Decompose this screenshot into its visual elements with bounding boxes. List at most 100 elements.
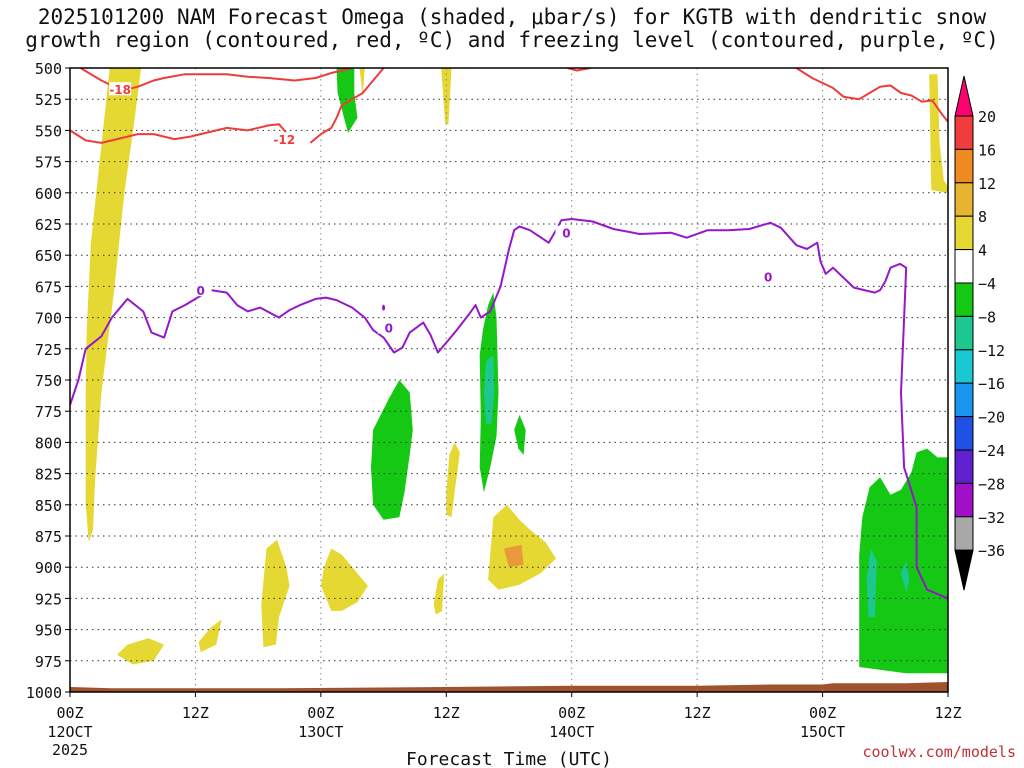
chart-title-line2: growth region (contoured, red, ºC) and f… (25, 28, 999, 52)
omega-region (488, 504, 556, 590)
colorbar-label: 8 (978, 208, 987, 226)
freezing-level-label: 0 (562, 227, 570, 241)
colorbar-swatch (954, 282, 974, 317)
x-tick-time: 12Z (182, 704, 209, 722)
isotherm-label: -12 (273, 133, 295, 147)
isotherm-label: -18 (109, 83, 131, 97)
omega-region (433, 573, 445, 615)
y-tick-label: 525 (35, 91, 62, 109)
colorbar-label: −16 (978, 375, 1005, 393)
x-tick-date: 13OCT (298, 723, 343, 741)
x-tick-time: 00Z (558, 704, 585, 722)
colorbar-swatch (954, 215, 974, 251)
dgz-isotherm (309, 68, 385, 144)
x-tick-time: 12Z (433, 704, 460, 722)
colorbar-swatch (954, 382, 974, 418)
omega-region (371, 380, 413, 520)
omega-region (117, 638, 165, 665)
credit-text: coolwx.com/models (862, 743, 1016, 761)
colorbar-label: −4 (978, 275, 996, 293)
y-tick-label: 975 (35, 653, 62, 671)
colorbar-swatch (954, 349, 974, 384)
colorbar-swatch (954, 315, 974, 351)
omega-region (514, 414, 526, 455)
x-tick-date: 12OCT (47, 723, 92, 741)
y-tick-label: 950 (35, 622, 62, 640)
y-tick-label: 575 (35, 154, 62, 172)
colorbar-arrow-top (954, 75, 974, 117)
dgz-isotherm (795, 68, 948, 123)
x-tick-time: 00Z (809, 704, 836, 722)
y-tick-label: 800 (35, 434, 62, 452)
grid (70, 68, 948, 692)
freezing-level-label: 0 (196, 284, 204, 298)
x-tick-time: 12Z (934, 704, 961, 722)
omega-region (261, 539, 290, 648)
colorbar-label: −32 (978, 509, 1005, 527)
colorbar-label: 20 (978, 108, 996, 126)
chart-title: 2025101200 NAM Forecast Omega (shaded, μ… (0, 6, 1024, 52)
colorbar-arrow-bottom (954, 549, 974, 591)
colorbar-label: −20 (978, 409, 1005, 427)
y-tick-label: 500 (35, 60, 62, 78)
x-tick-time: 12Z (684, 704, 711, 722)
x-axis-label: Forecast Time (UTC) (406, 749, 612, 768)
omega-region (336, 68, 358, 133)
colorbar-label: 16 (978, 141, 996, 159)
colorbar-label: −8 (978, 308, 996, 326)
colorbar-swatch (954, 416, 974, 451)
omega-region (503, 544, 524, 568)
x-tick-date: 14OCT (549, 723, 594, 741)
freezing-level-label-bg (377, 320, 400, 334)
omega-region (320, 548, 368, 611)
y-tick-label: 775 (35, 403, 62, 421)
omega-region (866, 548, 877, 618)
contours: -18 -12 0 0 0 0 (70, 68, 948, 600)
freezing-level-fragment (382, 304, 386, 311)
isotherm-label-bg (273, 132, 296, 146)
colorbar-label: −36 (978, 542, 1005, 560)
isotherm-label-bg (109, 82, 132, 96)
colorbar-label: 12 (978, 175, 996, 193)
chart-title-line1: 2025101200 NAM Forecast Omega (shaded, μ… (37, 5, 987, 29)
freezing-level-label-bg (189, 283, 212, 297)
colorbar-label: −12 (978, 342, 1005, 360)
colorbar-swatch (954, 249, 974, 284)
y-tick-label: 600 (35, 185, 62, 203)
omega-region (359, 68, 365, 97)
freezing-level-label-bg (757, 269, 780, 283)
y-tick-label: 925 (35, 590, 62, 608)
freezing-level-label-bg (555, 225, 578, 239)
x-tick-time: 00Z (56, 704, 83, 722)
freezing-level-label: 0 (764, 270, 772, 284)
colorbar-swatch (954, 516, 974, 551)
y-tick-label: 900 (35, 559, 62, 577)
terrain-fill (70, 682, 948, 692)
x-tick-date: 15OCT (800, 723, 845, 741)
y-tick-label: 550 (35, 122, 62, 140)
colorbar-swatch (954, 482, 974, 518)
y-tick-label: 750 (35, 372, 62, 390)
colorbar: 20 16 12 8 4 −4 −8 −12 −16 −20 −24 −28 −32 −36 (954, 75, 1005, 591)
freezing-level-line (70, 218, 948, 600)
colorbar-swatch (954, 449, 974, 484)
y-tick-label: 675 (35, 278, 62, 296)
colorbar-label: 4 (978, 242, 987, 260)
y-tick-label: 825 (35, 466, 62, 484)
omega-region (198, 619, 222, 653)
colorbar-label: −28 (978, 475, 1005, 493)
colorbar-swatch (954, 148, 974, 184)
y-tick-label: 650 (35, 247, 62, 265)
x-tick-year: 2025 (52, 741, 88, 759)
plot-background (70, 68, 948, 692)
omega-region (483, 355, 495, 424)
omega-region (901, 561, 910, 593)
plot-area (70, 68, 948, 692)
y-tick-label: 625 (35, 216, 62, 234)
y-tick-label: 725 (35, 341, 62, 359)
omega-region (859, 448, 948, 674)
colorbar-swatch (954, 182, 974, 217)
omega-region (85, 68, 142, 543)
